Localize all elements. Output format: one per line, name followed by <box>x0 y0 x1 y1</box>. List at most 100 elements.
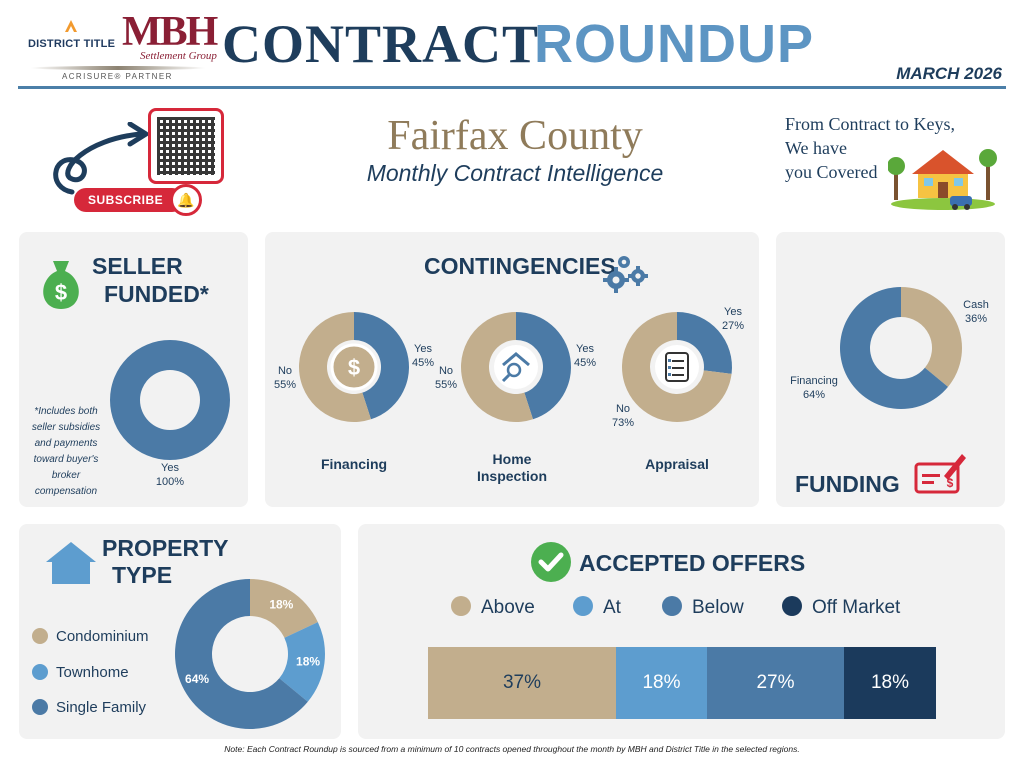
svg-text:$: $ <box>55 280 67 305</box>
tagline: From Contract to Keys, We have you Cover… <box>785 112 1005 184</box>
contingencies-title: CONTINGENCIES <box>424 253 616 279</box>
home-inspection-slice-no <box>460 312 533 423</box>
legend-below: Below <box>662 596 744 619</box>
legend-label-townhome: Townhome <box>56 664 129 681</box>
legend-label-off-market: Off Market <box>812 597 901 618</box>
tagline-line-3: you Covered <box>785 162 878 182</box>
clipboard-check-icon <box>668 359 671 362</box>
home-inspection-caption-line-1: Home <box>493 451 532 467</box>
home-inspection-label-yes-category: Yes <box>576 343 594 355</box>
legend-condominium: Condominium <box>32 628 149 645</box>
money-bag-icon: $ <box>43 261 79 309</box>
financing-caption: Financing <box>321 456 387 472</box>
financing-slice-no <box>298 312 371 422</box>
page-title-roundup: ROUNDUP <box>534 14 815 74</box>
financing-label-no-value: 55% <box>274 379 296 391</box>
legend-label-above: Above <box>481 597 535 618</box>
appraisal-slice-yes <box>677 312 732 374</box>
home-inspection-slice-yes <box>516 312 571 420</box>
subscribe-qr-code[interactable] <box>148 108 224 184</box>
magnifier-handle-icon <box>501 373 511 383</box>
check-circle-icon <box>531 542 571 582</box>
brand-partner: ACRISURE® PARTNER <box>62 72 173 81</box>
accepted-offers-title: ACCEPTED OFFERS <box>579 550 806 576</box>
funding-slice-cash <box>901 287 962 387</box>
property-type-slice-single-family <box>175 579 308 729</box>
funding-label-cash-value: 36% <box>965 313 987 325</box>
appraisal-caption: Appraisal <box>645 456 709 472</box>
dollar-coin-icon <box>330 343 378 391</box>
funding-label-financing-value: 64% <box>803 389 825 401</box>
appraisal-slice-no <box>621 312 732 422</box>
seller-funded-title-line-1: SELLER <box>92 253 183 279</box>
bell-icon: 🔔 <box>170 184 202 216</box>
legend-label-at: At <box>603 597 621 618</box>
property-type-value-condominium: 18% <box>269 598 293 612</box>
tagline-line-1: From Contract to Keys, <box>785 114 955 134</box>
property-type-slice-townhome <box>279 622 325 702</box>
page-footnote: Note: Each Contract Roundup is sourced f… <box>224 744 800 754</box>
magnifier-icon <box>506 362 522 378</box>
header: DISTRICT TITLE MBH Settlement Group ACRI… <box>0 0 1024 92</box>
brand-mbh-subtitle: Settlement Group <box>140 50 217 62</box>
legend-swatch-single-family <box>32 699 48 715</box>
house-icon <box>46 542 96 584</box>
funding-card <box>776 232 1005 507</box>
legend-townhome: Townhome <box>32 664 129 681</box>
legend-above: Above <box>451 596 535 619</box>
subscribe-button[interactable]: SUBSCRIBE <box>74 188 184 212</box>
header-divider <box>18 86 1006 89</box>
seller-funded-slice-yes <box>110 340 230 460</box>
property-type-value-single-family: 64% <box>185 672 209 686</box>
home-roof-icon <box>502 352 530 367</box>
appraisal-label-yes-value: 27% <box>722 320 744 332</box>
qr-code-icon <box>157 117 215 175</box>
seller-funded-title-line-2: FUNDED* <box>104 281 209 307</box>
funding-title: FUNDING <box>795 471 900 497</box>
property-type-value-townhome: 18% <box>296 654 320 668</box>
legend-off-market: Off Market <box>782 596 900 619</box>
clipboard-check-icon <box>668 373 671 376</box>
home-inspection-label-no-value: 55% <box>435 379 457 391</box>
financing-label-no-category: No <box>278 365 292 377</box>
legend-swatch-above <box>451 596 471 616</box>
appraisal-label-no-category: No <box>616 403 630 415</box>
district-title-logo-icon <box>65 20 77 32</box>
appraisal-label-yes-category: Yes <box>724 306 742 318</box>
tagline-line-2: We have <box>785 138 848 158</box>
legend-swatch-townhome <box>32 664 48 680</box>
legend-single-family: Single Family <box>32 699 146 716</box>
county-subtitle: Monthly Contract Intelligence <box>366 160 664 186</box>
svg-text:$: $ <box>947 476 954 490</box>
offers-bar-segment-at: 18% <box>616 647 707 719</box>
legend-at: At <box>573 596 621 619</box>
dollar-sign-icon: $ <box>348 355 360 380</box>
offers-bar-segment-below: 27% <box>707 647 844 719</box>
home-inspection-label-yes-value: 45% <box>574 357 596 369</box>
home-inspection-label-no-category: No <box>439 365 453 377</box>
page-title-contract: CONTRACT <box>222 14 540 74</box>
legend-label-single-family: Single Family <box>56 699 147 716</box>
brand-district-title: DISTRICT TITLE <box>28 38 116 50</box>
seller-funded-label-yes-value: 100% <box>156 476 184 488</box>
gears-icon <box>603 256 648 293</box>
legend-swatch-off-market <box>782 596 802 616</box>
legend-label-below: Below <box>692 597 744 618</box>
financing-label-yes-value: 45% <box>412 357 434 369</box>
seller-funded-note: *Includes both seller subsidies and paym… <box>31 406 101 497</box>
house-illustration-icon <box>888 149 997 210</box>
legend-swatch-condominium <box>32 628 48 644</box>
legend-swatch-below <box>662 596 682 616</box>
report-month: MARCH 2026 <box>896 64 1002 83</box>
financing-slice-yes <box>354 312 409 420</box>
property-type-title-line-1: PROPERTY <box>102 535 229 561</box>
curved-arrow-icon <box>53 122 149 195</box>
clipboard-board-icon <box>665 352 689 382</box>
legend-swatch-at <box>573 596 593 616</box>
funding-label-financing-category: Financing <box>790 375 838 387</box>
brand-mbh-logo: MBH <box>122 9 218 55</box>
appraisal-label-no-value: 73% <box>612 417 634 429</box>
